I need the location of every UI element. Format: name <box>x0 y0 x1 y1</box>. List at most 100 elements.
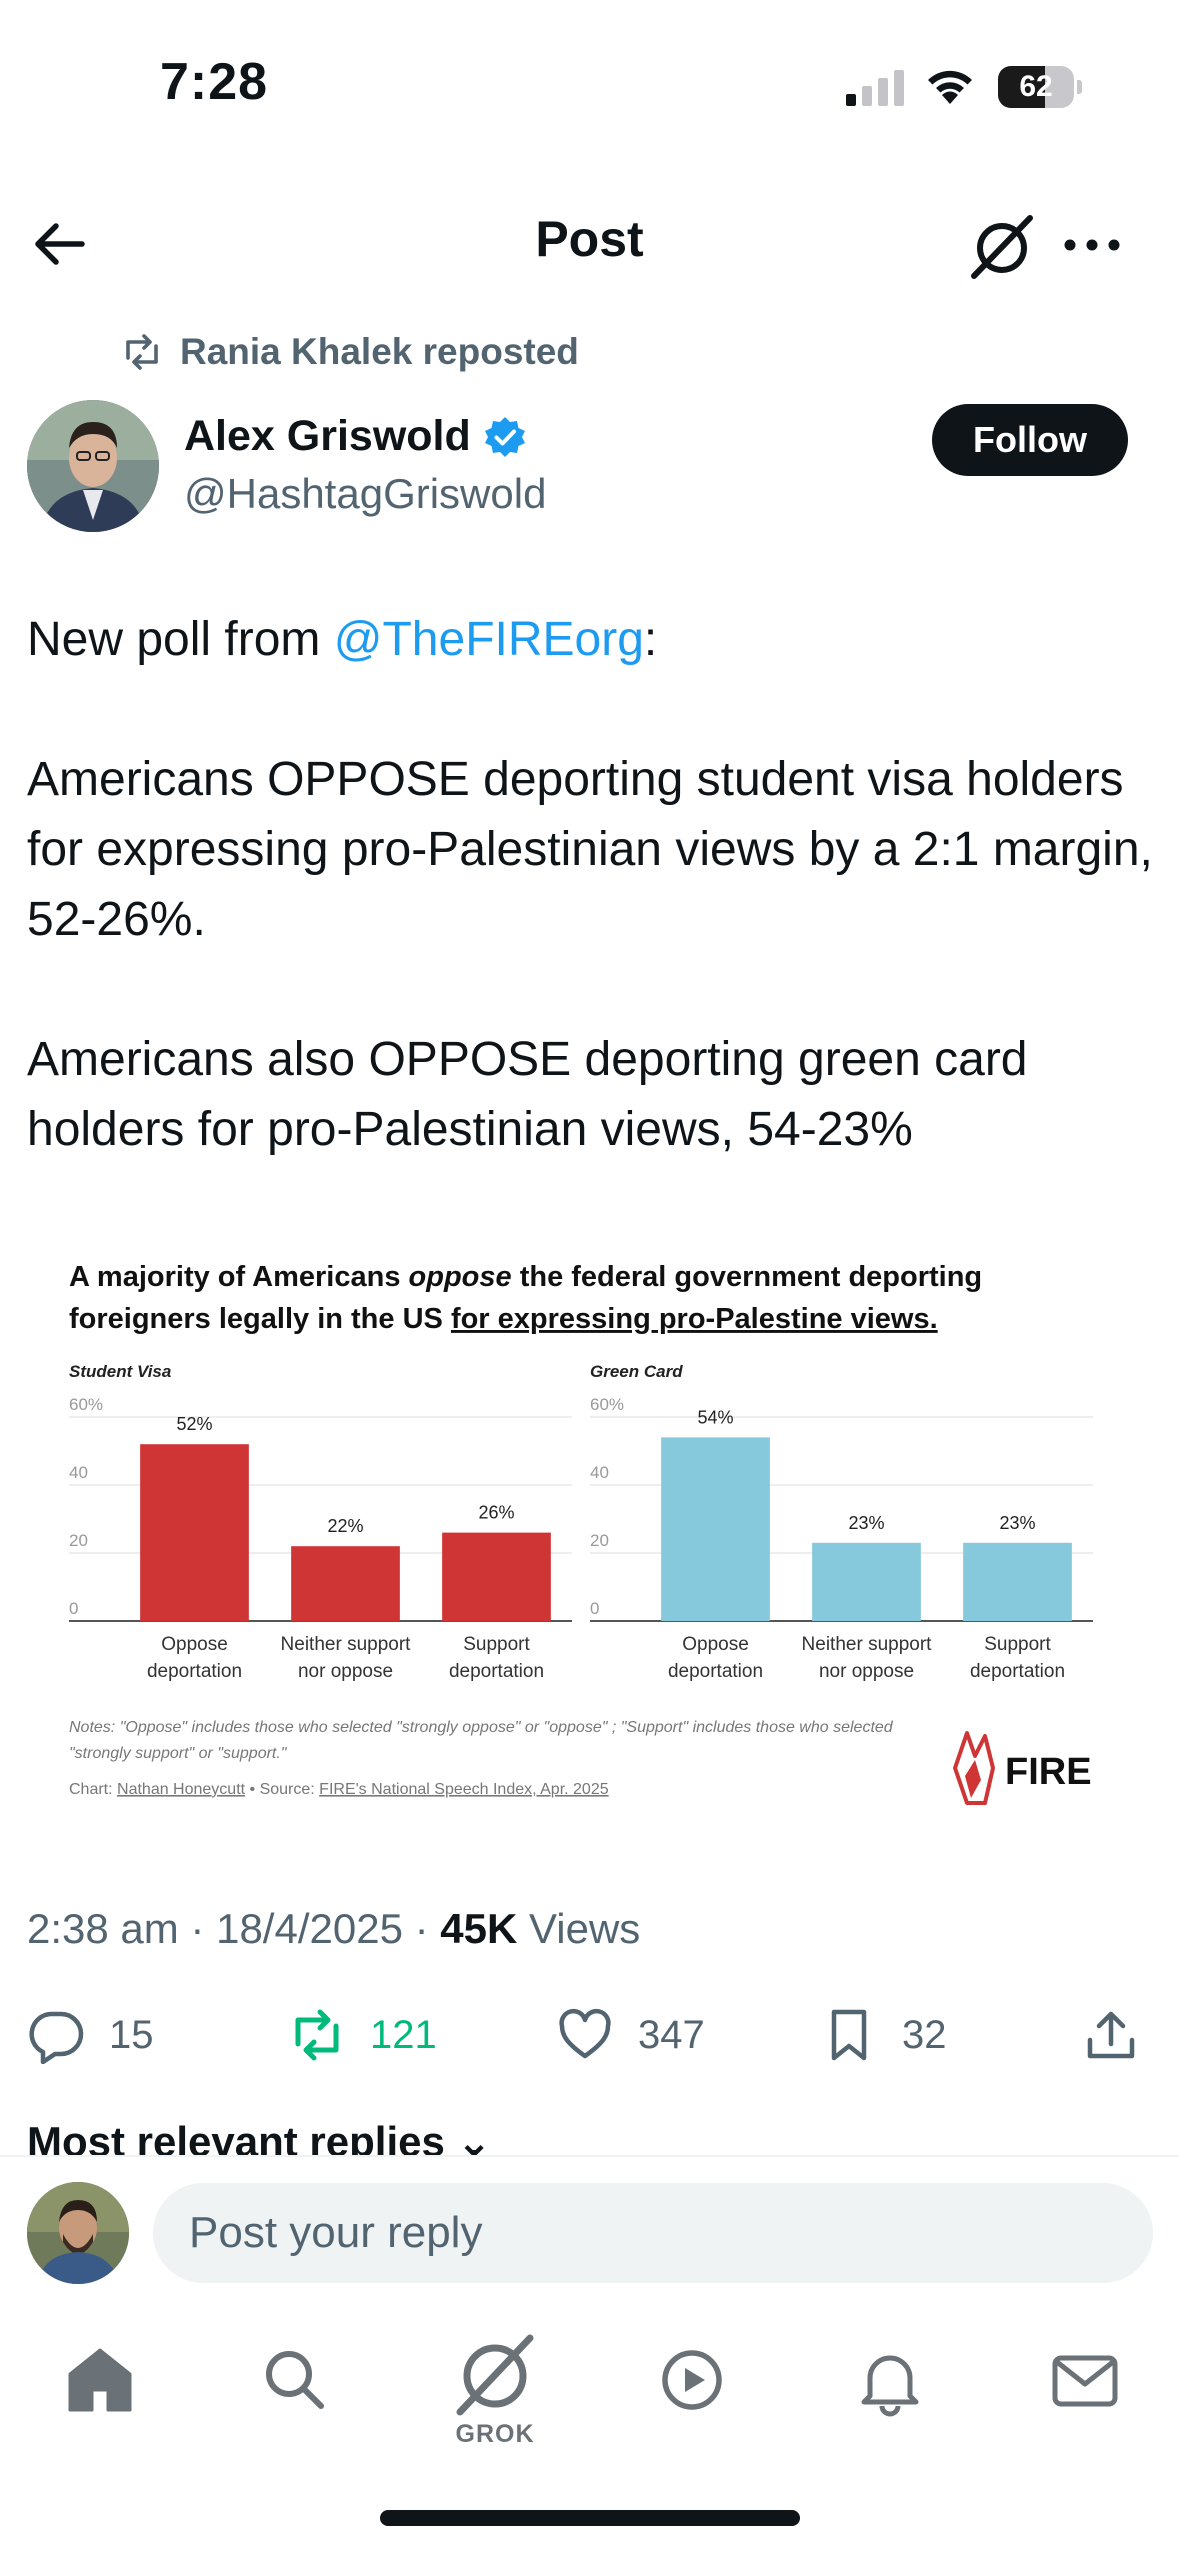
reply-icon <box>29 2011 84 2064</box>
tab-search[interactable] <box>255 2340 335 2420</box>
category-label: Neither support <box>281 1634 412 1655</box>
tab-bar: GROK <box>0 2320 1179 2470</box>
bar <box>661 1437 770 1621</box>
bookmark-button[interactable]: 32 <box>820 2000 947 2070</box>
category-label: Neither support <box>802 1634 933 1655</box>
post-time: 2:38 am <box>27 1905 179 1952</box>
author-display-name: Alex Griswold <box>184 412 471 460</box>
reply-input[interactable] <box>153 2183 1153 2283</box>
tab-video[interactable] <box>652 2340 732 2420</box>
signal-icon <box>846 70 904 106</box>
like-count: 347 <box>638 2012 705 2057</box>
category-label: nor oppose <box>298 1661 393 1682</box>
views-label: Views <box>517 1905 641 1952</box>
category-label: deportation <box>449 1661 544 1682</box>
battery-level: 62 <box>1019 70 1053 103</box>
mail-icon <box>1052 2355 1118 2407</box>
more-icon[interactable] <box>1060 220 1124 270</box>
post-image-chart[interactable]: A majority of Americans oppose the feder… <box>27 1228 1152 1828</box>
y-tick-label: 0 <box>590 1599 599 1618</box>
battery-icon: 62 <box>998 66 1082 108</box>
chart-credit: Chart: Nathan Honeycutt • Source: FIRE's… <box>69 1781 609 1798</box>
like-button[interactable]: 347 <box>556 2000 705 2070</box>
wifi-icon <box>928 70 972 104</box>
chart-title-line2: foreigners legally in the US for express… <box>69 1303 938 1335</box>
repost-indicator[interactable]: Rania Khalek reposted <box>120 330 579 374</box>
retweet-button[interactable]: 121 <box>288 2000 437 2070</box>
post-header: Post <box>0 190 1179 300</box>
retweet-count: 121 <box>370 2012 437 2057</box>
tab-grok[interactable]: GROK <box>450 2328 540 2458</box>
grok-icon <box>456 2334 534 2416</box>
grok-icon[interactable] <box>966 210 1038 282</box>
category-label: Oppose <box>682 1634 749 1655</box>
chart-title-student-visa: Student Visa <box>69 1362 171 1381</box>
back-arrow-icon[interactable] <box>28 212 92 276</box>
bar-value-label: 52% <box>176 1414 212 1434</box>
status-bar: 7:28 62 <box>0 0 1179 150</box>
post-paragraph-2: Americans OPPOSE deporting student visa … <box>27 753 1153 946</box>
author-handle[interactable]: @HashtagGriswold <box>184 470 547 517</box>
status-time: 7:28 <box>160 53 269 111</box>
y-tick-label: 40 <box>590 1463 609 1482</box>
bar <box>963 1542 1072 1621</box>
category-label: Support <box>463 1634 530 1655</box>
y-tick-label: 60% <box>69 1395 103 1414</box>
search-icon <box>266 2351 324 2409</box>
author-name[interactable]: Alex Griswold <box>184 412 527 461</box>
category-label: nor oppose <box>819 1661 914 1682</box>
divider <box>0 2155 1179 2157</box>
chart-title-line1: A majority of Americans oppose the feder… <box>69 1261 982 1293</box>
category-label: deportation <box>147 1661 242 1682</box>
repost-label: Rania Khalek reposted <box>180 331 579 372</box>
replies-sort-header[interactable]: Most relevant replies ⌄ <box>27 2125 492 2155</box>
bar-value-label: 22% <box>327 1516 363 1536</box>
home-indicator <box>380 2510 800 2526</box>
follow-button[interactable]: Follow <box>932 404 1128 476</box>
bar <box>812 1542 921 1621</box>
bar <box>442 1532 551 1621</box>
user-avatar[interactable] <box>27 2182 129 2284</box>
share-button[interactable] <box>1082 2000 1164 2070</box>
bar-value-label: 23% <box>848 1513 884 1533</box>
views-count[interactable]: 45K <box>440 1905 518 1952</box>
chart-green-card: Green Card 0 20 40 60% 54% Oppose deportation 23… <box>590 1362 1093 1682</box>
bar <box>291 1546 400 1621</box>
mention-link[interactable]: @TheFIREorg <box>333 613 644 666</box>
reply-button[interactable]: 15 <box>27 2000 154 2070</box>
post-date: 18/4/2025 <box>216 1905 403 1952</box>
category-label: deportation <box>668 1661 763 1682</box>
category-label: Oppose <box>161 1634 228 1655</box>
reply-count: 15 <box>109 2012 154 2057</box>
y-tick-label: 20 <box>590 1531 609 1550</box>
bar-value-label: 26% <box>478 1503 514 1523</box>
bar-value-label: 23% <box>999 1513 1035 1533</box>
post-paragraph-3: Americans also OPPOSE deporting green ca… <box>27 1033 1028 1156</box>
tab-notifications[interactable] <box>850 2340 930 2420</box>
tab-grok-label: GROK <box>455 2420 535 2448</box>
post-body: New poll from @TheFIREorg: Americans OPP… <box>27 605 1157 1165</box>
y-tick-label: 60% <box>590 1395 624 1414</box>
chart-student-visa: Student Visa 0 20 40 60% 52% Oppose deportation… <box>69 1362 572 1682</box>
like-icon <box>559 2008 611 2059</box>
tab-messages[interactable] <box>1045 2340 1125 2420</box>
post-paragraph-1: New poll from @TheFIREorg: <box>27 613 658 666</box>
share-icon <box>1087 2011 1135 2059</box>
verified-badge-icon <box>484 416 525 457</box>
fire-logo-icon: FIRE <box>953 1731 1092 1805</box>
y-tick-label: 20 <box>69 1531 88 1550</box>
repost-icon <box>126 334 158 370</box>
chart-title-green-card: Green Card <box>590 1362 683 1381</box>
chevron-down-icon: ⌄ <box>456 2125 492 2155</box>
post-actions: 15 121 347 32 <box>0 2000 1179 2070</box>
svg-text:FIRE: FIRE <box>1005 1751 1092 1793</box>
bookmark-icon <box>831 2009 867 2061</box>
y-tick-label: 40 <box>69 1463 88 1482</box>
tab-home[interactable] <box>60 2340 140 2420</box>
bar <box>140 1444 249 1621</box>
bookmark-count: 32 <box>902 2012 947 2057</box>
category-label: Support <box>984 1634 1051 1655</box>
chart-notes-line1: Notes: "Oppose" includes those who selec… <box>69 1719 894 1736</box>
author-avatar[interactable] <box>27 400 159 532</box>
play-icon <box>662 2350 722 2410</box>
